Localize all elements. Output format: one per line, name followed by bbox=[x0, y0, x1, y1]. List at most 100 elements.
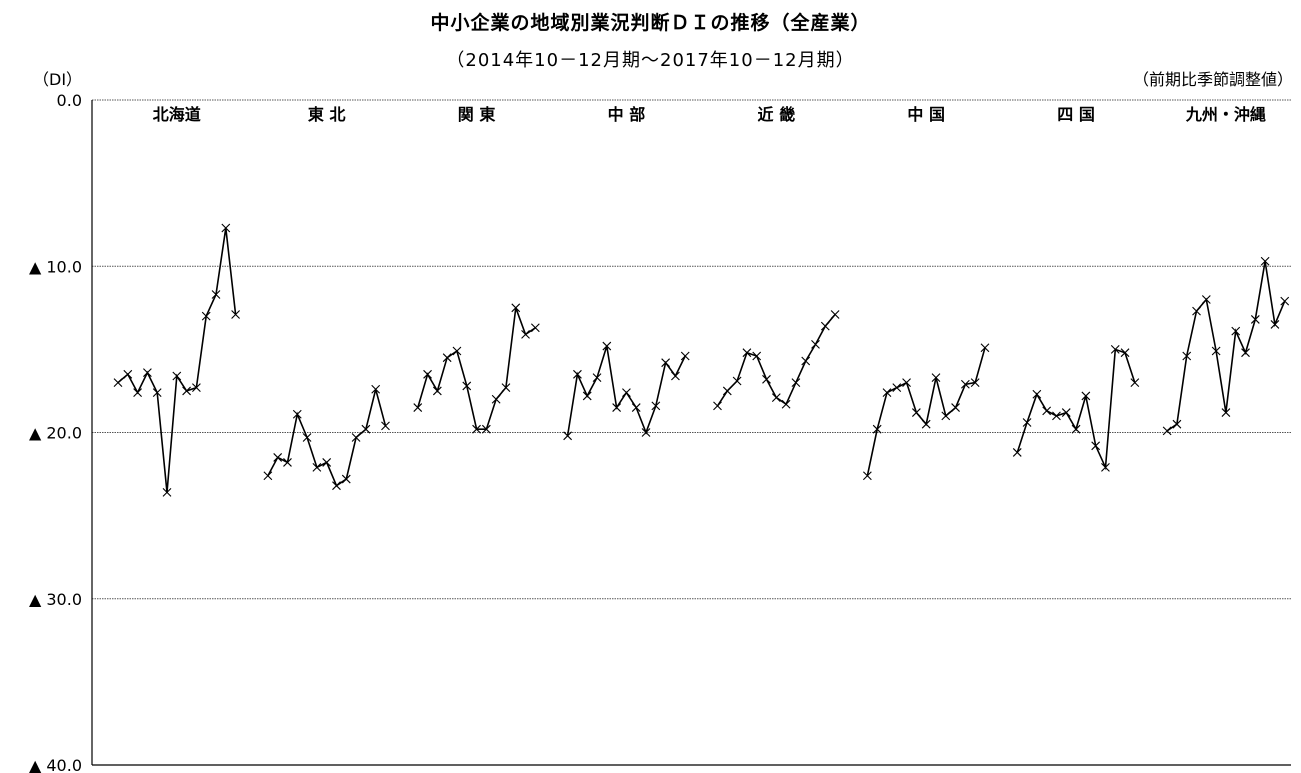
data-point-marker bbox=[661, 358, 671, 368]
data-point-marker bbox=[830, 310, 840, 319]
data-point-marker bbox=[651, 401, 661, 411]
region-label: 関 東 bbox=[458, 105, 496, 124]
data-point-marker bbox=[211, 290, 221, 299]
data-point-marker bbox=[622, 388, 631, 397]
data-point-marker bbox=[1231, 326, 1241, 336]
data-point-marker bbox=[1192, 306, 1201, 316]
data-point-marker bbox=[1022, 418, 1032, 427]
data-point-marker bbox=[960, 379, 970, 389]
data-point-marker bbox=[742, 348, 752, 358]
data-point-marker bbox=[1280, 296, 1290, 306]
region-label: 四 国 bbox=[1057, 105, 1095, 124]
data-point-marker bbox=[123, 369, 133, 379]
data-point-marker bbox=[133, 388, 142, 397]
data-point-marker bbox=[1061, 408, 1071, 417]
data-point-marker bbox=[452, 346, 462, 356]
y-tick-label: ▲ 20.0 bbox=[29, 424, 82, 443]
data-point-marker bbox=[862, 471, 872, 481]
data-point-marker bbox=[263, 471, 273, 481]
data-point-marker bbox=[791, 378, 801, 388]
data-point-marker bbox=[573, 369, 582, 379]
y-tick-label: ▲ 40.0 bbox=[29, 756, 82, 773]
data-point-marker bbox=[152, 388, 162, 397]
data-point-marker bbox=[941, 411, 951, 421]
data-point-marker bbox=[752, 351, 762, 361]
data-point-marker bbox=[1221, 408, 1231, 417]
data-point-marker bbox=[1012, 448, 1022, 457]
data-point-marker bbox=[1182, 351, 1192, 361]
data-point-marker bbox=[462, 381, 472, 391]
data-point-marker bbox=[501, 383, 511, 393]
region-label: 中 国 bbox=[907, 105, 945, 124]
data-point-marker bbox=[631, 403, 641, 412]
data-point-marker bbox=[811, 339, 820, 349]
data-point-marker bbox=[892, 383, 902, 393]
data-point-marker bbox=[423, 369, 432, 379]
data-point-marker bbox=[602, 341, 612, 351]
data-point-marker bbox=[1241, 348, 1250, 358]
data-point-marker bbox=[592, 373, 602, 383]
data-point-marker bbox=[511, 303, 521, 313]
data-point-marker bbox=[1110, 344, 1120, 354]
data-point-marker bbox=[530, 323, 540, 333]
data-point-marker bbox=[781, 399, 791, 409]
data-point-marker bbox=[162, 487, 172, 497]
data-point-marker bbox=[1071, 424, 1081, 434]
data-point-marker bbox=[432, 386, 442, 396]
data-point-marker bbox=[582, 391, 592, 401]
series-line bbox=[267, 389, 387, 487]
data-point-marker bbox=[713, 401, 722, 411]
data-point-marker bbox=[283, 458, 292, 467]
data-point-marker bbox=[312, 463, 322, 472]
series-line bbox=[117, 227, 237, 493]
data-point-marker bbox=[413, 403, 423, 412]
data-point-marker bbox=[1120, 348, 1130, 358]
region-label: 九州・沖縄 bbox=[1185, 105, 1266, 124]
y-tick-label: ▲ 30.0 bbox=[29, 590, 82, 609]
data-point-marker bbox=[563, 431, 573, 441]
y-tick-label: 0.0 bbox=[57, 91, 82, 110]
data-point-marker bbox=[1211, 346, 1221, 356]
data-point-marker bbox=[332, 481, 341, 491]
data-point-marker bbox=[221, 223, 231, 233]
data-point-marker bbox=[1052, 411, 1061, 421]
data-point-marker bbox=[292, 409, 302, 419]
series-line bbox=[866, 347, 986, 476]
data-point-marker bbox=[472, 424, 481, 434]
data-point-marker bbox=[491, 394, 501, 404]
data-point-marker bbox=[302, 433, 312, 442]
data-point-marker bbox=[481, 424, 491, 434]
data-point-marker bbox=[361, 424, 371, 434]
data-point-marker bbox=[902, 378, 911, 388]
data-point-marker bbox=[1032, 389, 1042, 399]
seasonal-adjustment-note: （前期比季節調整値） bbox=[1132, 70, 1293, 89]
data-point-marker bbox=[231, 310, 240, 319]
data-point-marker bbox=[201, 311, 211, 321]
series-line bbox=[1016, 348, 1136, 471]
data-point-marker bbox=[182, 386, 191, 396]
series-line bbox=[1166, 261, 1286, 432]
data-point-marker bbox=[1172, 419, 1182, 429]
data-point-marker bbox=[820, 321, 830, 331]
data-point-marker bbox=[612, 403, 622, 412]
region-label: 北海道 bbox=[153, 105, 201, 124]
data-point-marker bbox=[1042, 406, 1052, 416]
data-point-marker bbox=[722, 386, 732, 396]
data-point-marker bbox=[641, 428, 651, 437]
region-label: 東 北 bbox=[308, 105, 346, 124]
data-point-marker bbox=[882, 388, 892, 397]
data-point-marker bbox=[273, 453, 283, 462]
data-point-marker bbox=[1270, 320, 1280, 329]
region-label: 近 畿 bbox=[758, 105, 796, 124]
data-point-marker bbox=[322, 458, 332, 467]
data-point-marker bbox=[762, 374, 771, 384]
data-point-marker bbox=[1201, 295, 1211, 304]
series-line bbox=[566, 345, 686, 436]
data-point-marker bbox=[1091, 441, 1101, 451]
data-point-marker bbox=[1081, 391, 1091, 401]
data-point-marker bbox=[872, 424, 882, 434]
data-point-marker bbox=[371, 384, 381, 394]
data-point-marker bbox=[671, 371, 680, 381]
data-point-marker bbox=[980, 343, 990, 353]
